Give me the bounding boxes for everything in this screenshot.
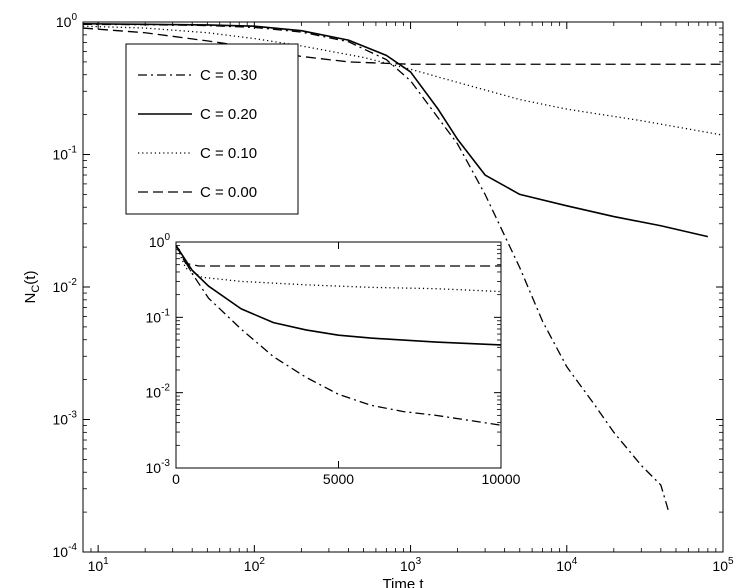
y-tick-label: 10-3 [53,410,78,428]
y-tick-label: 10-2 [146,383,171,401]
x-tick-label: 0 [172,471,180,487]
x-tick-label: 10000 [482,471,521,487]
inset-plot: 100 10-1 10-2 10-30 5000 10000 [146,232,521,487]
legend: C = 0.30 C = 0.20 C = 0.10 C = 0.00 [125,43,299,215]
plot-frame [175,241,502,469]
series-line-020 [175,245,502,346]
legend-label: C = 0.00 [200,184,257,201]
x-tick-label: 101 [88,556,110,574]
y-tick-label: 10-4 [53,542,78,560]
legend-box [125,43,299,215]
series-line-020 [82,22,709,238]
series-line-000 [82,27,723,65]
x-tick-label: 5000 [323,471,354,487]
y-tick-label: 100 [149,232,171,250]
x-axis-title: Time t [382,576,424,588]
series-line-030 [175,245,502,426]
legend-label: C = 0.30 [200,67,257,84]
x-tick-label: 102 [244,556,266,574]
y-tick-label: 10-3 [146,458,171,476]
y-tick-label: 10-1 [53,145,78,163]
x-tick-label: 103 [400,556,422,574]
y-tick-label: 10-2 [53,277,78,295]
legend-label: C = 0.10 [200,145,257,162]
x-tick-label: 105 [712,556,734,574]
x-tick-label: 104 [556,556,578,574]
y-tick-label: 10-1 [146,307,171,325]
y-axis-title: NC(t) [22,271,42,304]
series-line-000 [175,245,501,267]
y-tick-label: 100 [56,12,78,30]
series-line-030 [82,23,670,513]
legend-label: C = 0.20 [200,106,257,123]
